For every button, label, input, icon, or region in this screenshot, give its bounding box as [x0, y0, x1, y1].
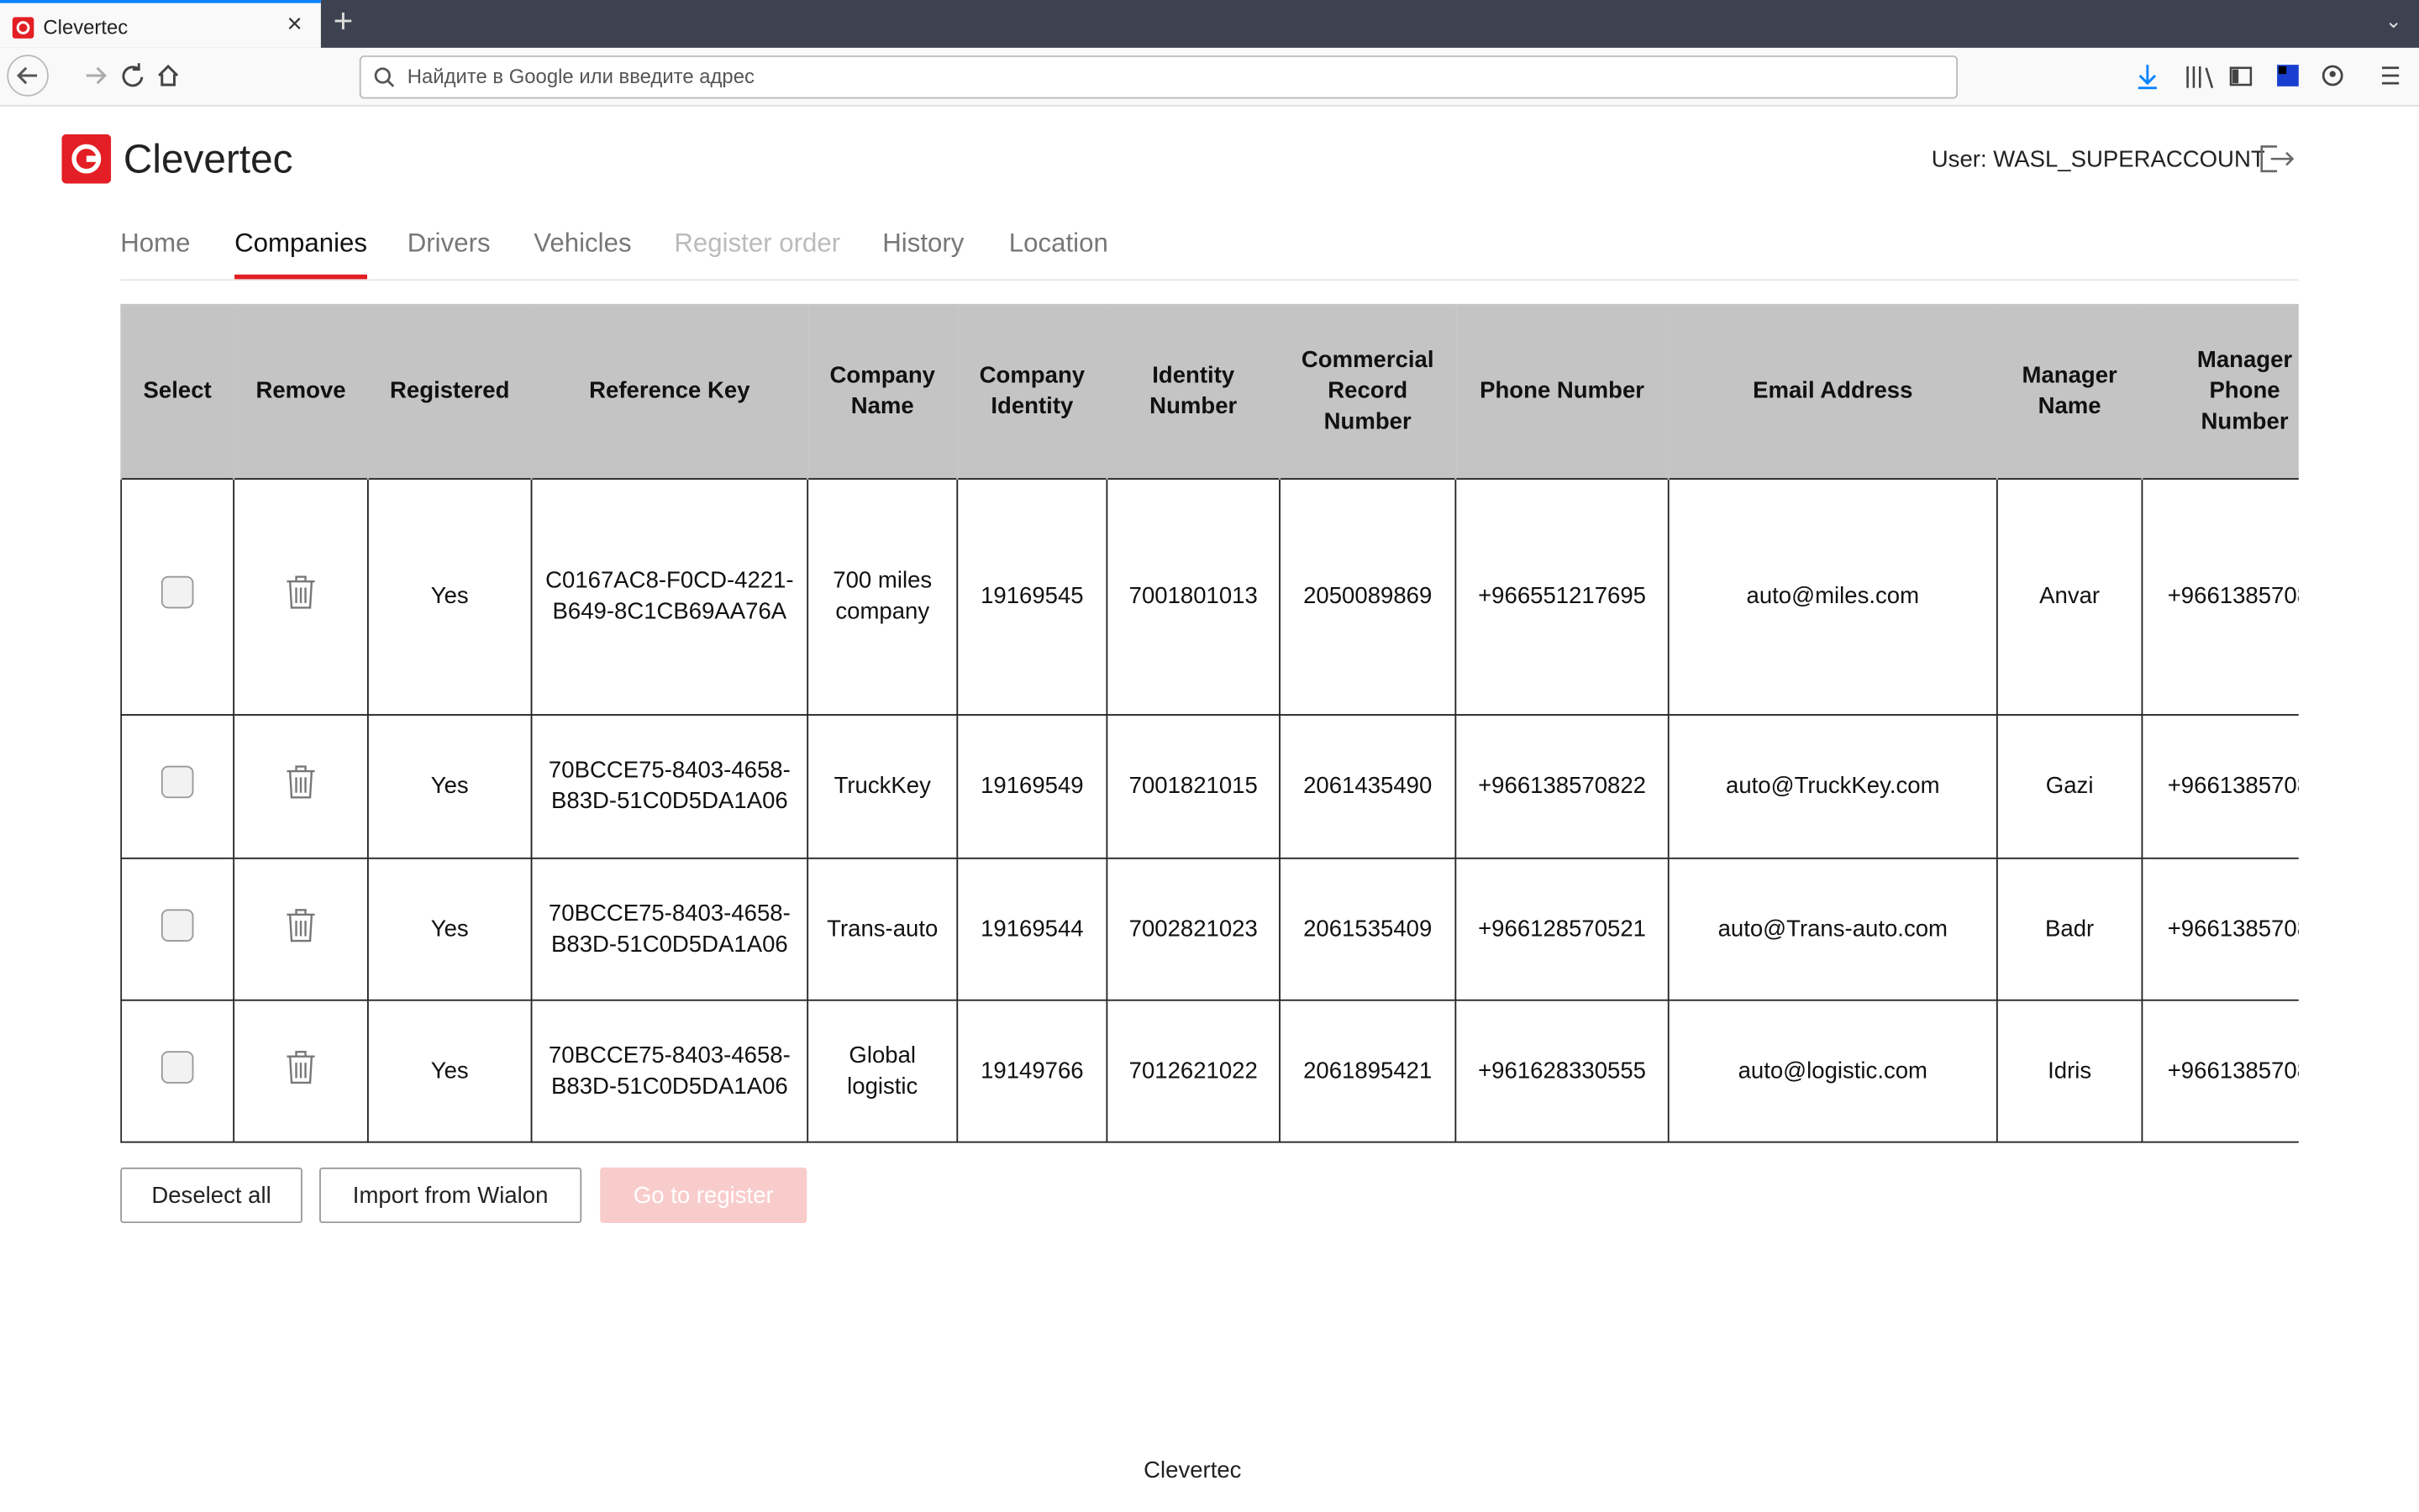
table-cell: 700 miles company	[807, 479, 957, 715]
column-header: Phone Number	[1455, 304, 1668, 479]
nav-item[interactable]: Companies	[234, 228, 367, 280]
table-cell: Yes	[368, 479, 532, 715]
table-row: Yes70BCCE75-8403-4658-B83D-51C0D5DA1A06T…	[121, 858, 2299, 1000]
user-label: User: WASL_SUPERACCOUNT	[1932, 146, 2265, 172]
nav-divider	[120, 279, 2299, 281]
toolbar: Найдите в Google или введите адрес	[0, 48, 2419, 107]
nav-buttons[interactable]	[6, 54, 191, 97]
table-cell: 7001821015	[1107, 715, 1280, 858]
table-cell: auto@TruckKey.com	[1669, 715, 1997, 858]
companies-table: SelectRemoveRegisteredReference KeyCompa…	[120, 304, 2299, 1143]
table-cell: TruckKey	[807, 715, 957, 858]
new-tab[interactable]: +	[334, 2, 354, 42]
table-row: YesC0167AC8-F0CD-4221-B649-8C1CB69AA76A7…	[121, 479, 2299, 715]
tab-title: Clevertec	[43, 15, 128, 39]
remove-button[interactable]	[234, 715, 368, 858]
address-placeholder: Найдите в Google или введите адрес	[408, 65, 755, 88]
toolbar-icons[interactable]	[2135, 61, 2405, 92]
table-cell: Yes	[368, 715, 532, 858]
table-cell: 70BCCE75-8403-4658-B83D-51C0D5DA1A06	[532, 858, 808, 1000]
table-cell: 19149766	[957, 1000, 1107, 1142]
nav-item[interactable]: Home	[120, 228, 190, 260]
nav-item[interactable]: Drivers	[408, 228, 491, 260]
select-checkbox[interactable]	[121, 1000, 234, 1142]
column-header: Reference Key	[532, 304, 808, 479]
table-cell: 70BCCE75-8403-4658-B83D-51C0D5DA1A06	[532, 715, 808, 858]
table-cell: Gazi	[1997, 715, 2143, 858]
table-cell: +9661385708	[2142, 858, 2298, 1000]
address-bar[interactable]: Найдите в Google или введите адрес	[360, 55, 1958, 98]
column-header: Commercial Record Number	[1280, 304, 1455, 479]
tab-list[interactable]: ⌄	[2385, 9, 2402, 34]
table-container: SelectRemoveRegisteredReference KeyCompa…	[120, 304, 2299, 1145]
logout-icon[interactable]	[2259, 144, 2295, 175]
nav-item[interactable]: Location	[1009, 228, 1108, 260]
column-header: Company Name	[807, 304, 957, 479]
remove-button[interactable]	[234, 1000, 368, 1142]
select-checkbox[interactable]	[121, 479, 234, 715]
table-cell: 2061435490	[1280, 715, 1455, 858]
nav-item[interactable]: Vehicles	[534, 228, 631, 260]
column-header: Select	[121, 304, 234, 479]
table-cell: 2061535409	[1280, 858, 1455, 1000]
table-cell: +961628330555	[1455, 1000, 1668, 1142]
column-header: Email Address	[1669, 304, 1997, 479]
button[interactable]: Deselect all	[120, 1168, 302, 1223]
footer: Clevertec	[0, 1457, 2385, 1483]
table-cell: 19169545	[957, 479, 1107, 715]
favicon	[13, 17, 34, 39]
column-header: Registered	[368, 304, 532, 479]
column-header: Remove	[234, 304, 368, 479]
table-cell: 7012621022	[1107, 1000, 1280, 1142]
table-cell: auto@logistic.com	[1669, 1000, 1997, 1142]
table-cell: 2050089869	[1280, 479, 1455, 715]
column-header: Company Identity	[957, 304, 1107, 479]
table-cell: +9661385708	[2142, 715, 2298, 858]
table-cell: Yes	[368, 1000, 532, 1142]
header-row: SelectRemoveRegisteredReference KeyCompa…	[121, 304, 2299, 479]
table-row: Yes70BCCE75-8403-4658-B83D-51C0D5DA1A06T…	[121, 715, 2299, 858]
logo-text: Clevertec	[124, 136, 293, 184]
table-cell: 19169544	[957, 858, 1107, 1000]
column-header: Manager Phone Number	[2142, 304, 2298, 479]
table-cell: Anvar	[1997, 479, 2143, 715]
column-header: Identity Number	[1107, 304, 1280, 479]
logo-icon	[61, 134, 111, 184]
table-cell: 2061895421	[1280, 1000, 1455, 1142]
remove-button[interactable]	[234, 858, 368, 1000]
table-cell: 70BCCE75-8403-4658-B83D-51C0D5DA1A06	[532, 1000, 808, 1142]
table-cell: 19169549	[957, 715, 1107, 858]
table-cell: +9661385708	[2142, 479, 2298, 715]
search-icon	[373, 66, 395, 88]
table-cell: Idris	[1997, 1000, 2143, 1142]
column-header: Manager Name	[1997, 304, 2143, 479]
nav-item[interactable]: History	[882, 228, 964, 260]
table-cell: auto@Trans-auto.com	[1669, 858, 1997, 1000]
column-header-text: Manager Phone Number	[2168, 344, 2299, 437]
table-cell: 7002821023	[1107, 858, 1280, 1000]
table-cell: Badr	[1997, 858, 2143, 1000]
table-cell: Trans-auto	[807, 858, 957, 1000]
select-checkbox[interactable]	[121, 858, 234, 1000]
browser-tab[interactable]: Clevertec ×	[0, 0, 321, 48]
table-cell: C0167AC8-F0CD-4221-B649-8C1CB69AA76A	[532, 479, 808, 715]
tab-close[interactable]: ×	[287, 9, 302, 40]
table-cell: Global logistic	[807, 1000, 957, 1142]
tab-bar: Clevertec × + ⌄	[0, 0, 2419, 48]
table-cell: +9661385708	[2142, 1000, 2298, 1142]
table-cell: +966551217695	[1455, 479, 1668, 715]
table-cell: auto@miles.com	[1669, 479, 1997, 715]
table-cell: +966128570521	[1455, 858, 1668, 1000]
button[interactable]: Import from Wialon	[319, 1168, 581, 1223]
table-cell: +966138570822	[1455, 715, 1668, 858]
nav-item: Register order	[674, 228, 840, 260]
table-row: Yes70BCCE75-8403-4658-B83D-51C0D5DA1A06G…	[121, 1000, 2299, 1142]
button: Go to register	[600, 1168, 807, 1223]
table-cell: 7001801013	[1107, 479, 1280, 715]
remove-button[interactable]	[234, 479, 368, 715]
table-cell: Yes	[368, 858, 532, 1000]
select-checkbox[interactable]	[121, 715, 234, 858]
